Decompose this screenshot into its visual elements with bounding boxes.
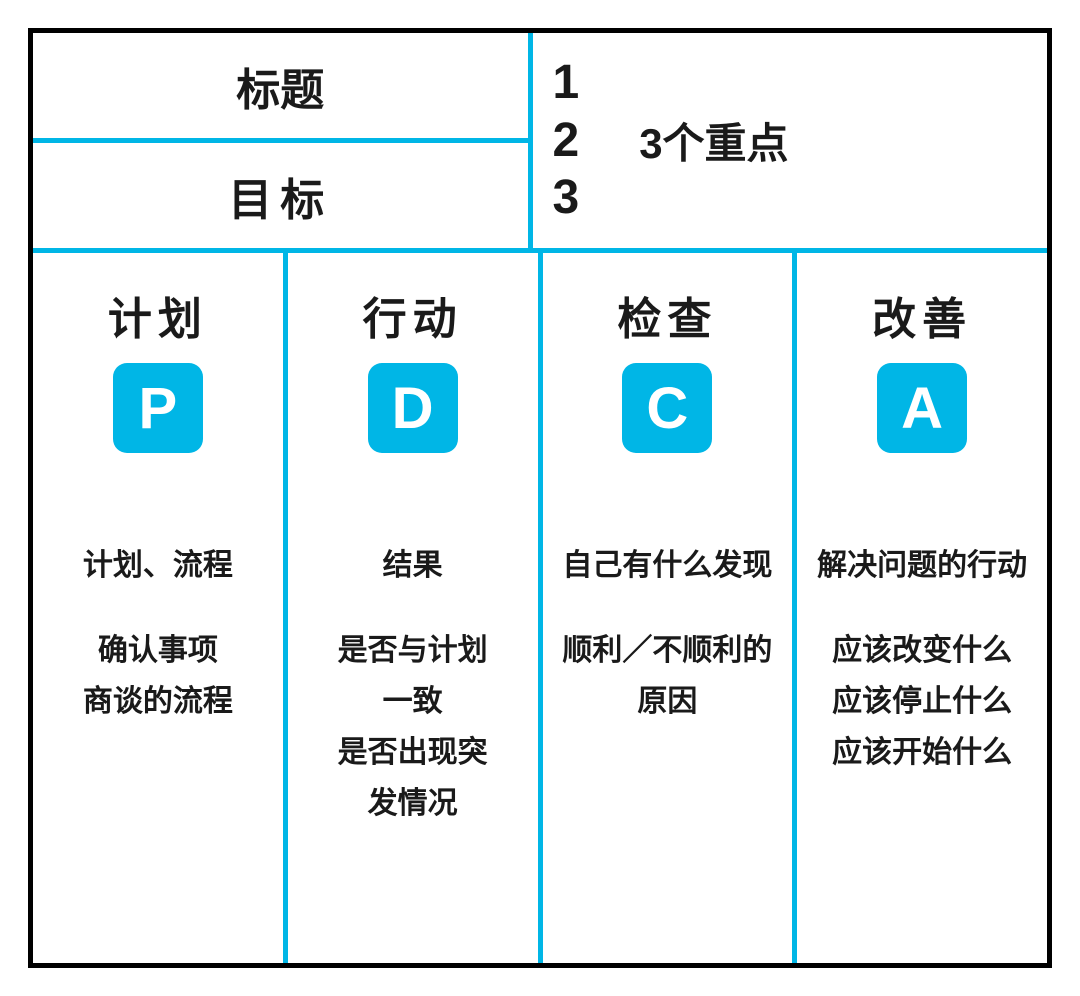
desc-line: 应该停止什么 — [832, 679, 1012, 724]
col-act-desc: 解决问题的行动 应该改变什么 应该停止什么 应该开始什么 — [807, 543, 1037, 775]
badge-d: D — [368, 363, 458, 453]
desc-line: 解决问题的行动 — [817, 543, 1027, 588]
desc-group: 是否与计划 一致 是否出现突 发情况 — [338, 628, 488, 826]
desc-line: 原因 — [637, 679, 697, 724]
col-check-title: 检查 — [617, 283, 717, 347]
num-3: 3 — [553, 169, 580, 227]
badge-a: A — [877, 363, 967, 453]
header-section: 标题 目标 1 2 3 3个重点 — [33, 33, 1047, 253]
desc-group: 自己有什么发现 — [562, 543, 772, 588]
col-check: 检查 C 自己有什么发现 顺利／不顺利的 原因 — [543, 253, 798, 963]
pdca-columns: 计划 P 计划、流程 确认事项 商谈的流程 行动 D 结果 是否与计划 — [33, 253, 1047, 963]
desc-group: 应该改变什么 应该停止什么 应该开始什么 — [832, 628, 1012, 775]
desc-line: 一致 — [383, 679, 443, 724]
col-plan-title: 计划 — [108, 283, 208, 347]
col-act: 改善 A 解决问题的行动 应该改变什么 应该停止什么 应该开始什么 — [797, 253, 1047, 963]
num-1: 1 — [553, 54, 580, 112]
desc-group: 确认事项 商谈的流程 — [83, 628, 233, 724]
pdca-frame: 标题 目标 1 2 3 3个重点 计划 P 计划、流程 确认事项 商谈的流程 — [28, 28, 1052, 968]
col-do-desc: 结果 是否与计划 一致 是否出现突 发情况 — [298, 543, 528, 826]
badge-p: P — [113, 363, 203, 453]
desc-line: 顺利／不顺利的 — [562, 628, 772, 673]
desc-line: 商谈的流程 — [83, 679, 233, 724]
desc-group: 计划、流程 — [83, 543, 233, 588]
col-do-title: 行动 — [363, 283, 463, 347]
col-act-title: 改善 — [872, 283, 972, 347]
desc-line: 自己有什么发现 — [562, 543, 772, 588]
desc-line: 应该开始什么 — [832, 730, 1012, 775]
goal-cell: 目标 — [33, 143, 528, 248]
desc-group: 顺利／不顺利的 原因 — [562, 628, 772, 724]
desc-line: 确认事项 — [98, 628, 218, 673]
desc-line: 计划、流程 — [83, 543, 233, 588]
title-cell: 标题 — [33, 33, 528, 143]
desc-group: 结果 — [383, 543, 443, 588]
col-plan: 计划 P 计划、流程 确认事项 商谈的流程 — [33, 253, 288, 963]
header-right: 1 2 3 3个重点 — [533, 33, 1048, 248]
badge-c: C — [622, 363, 712, 453]
col-check-desc: 自己有什么发现 顺利／不顺利的 原因 — [553, 543, 783, 724]
col-do: 行动 D 结果 是否与计划 一致 是否出现突 发情况 — [288, 253, 543, 963]
desc-line: 结果 — [383, 543, 443, 588]
key-point-numbers: 1 2 3 — [553, 54, 580, 227]
col-plan-desc: 计划、流程 确认事项 商谈的流程 — [43, 543, 273, 724]
desc-line: 应该改变什么 — [832, 628, 1012, 673]
desc-line: 是否出现突 — [338, 730, 488, 775]
desc-line: 发情况 — [368, 781, 458, 826]
desc-line: 是否与计划 — [338, 628, 488, 673]
desc-group: 解决问题的行动 — [817, 543, 1027, 588]
num-2: 2 — [553, 112, 580, 170]
header-left: 标题 目标 — [33, 33, 533, 248]
key-points-label: 3个重点 — [639, 110, 788, 171]
